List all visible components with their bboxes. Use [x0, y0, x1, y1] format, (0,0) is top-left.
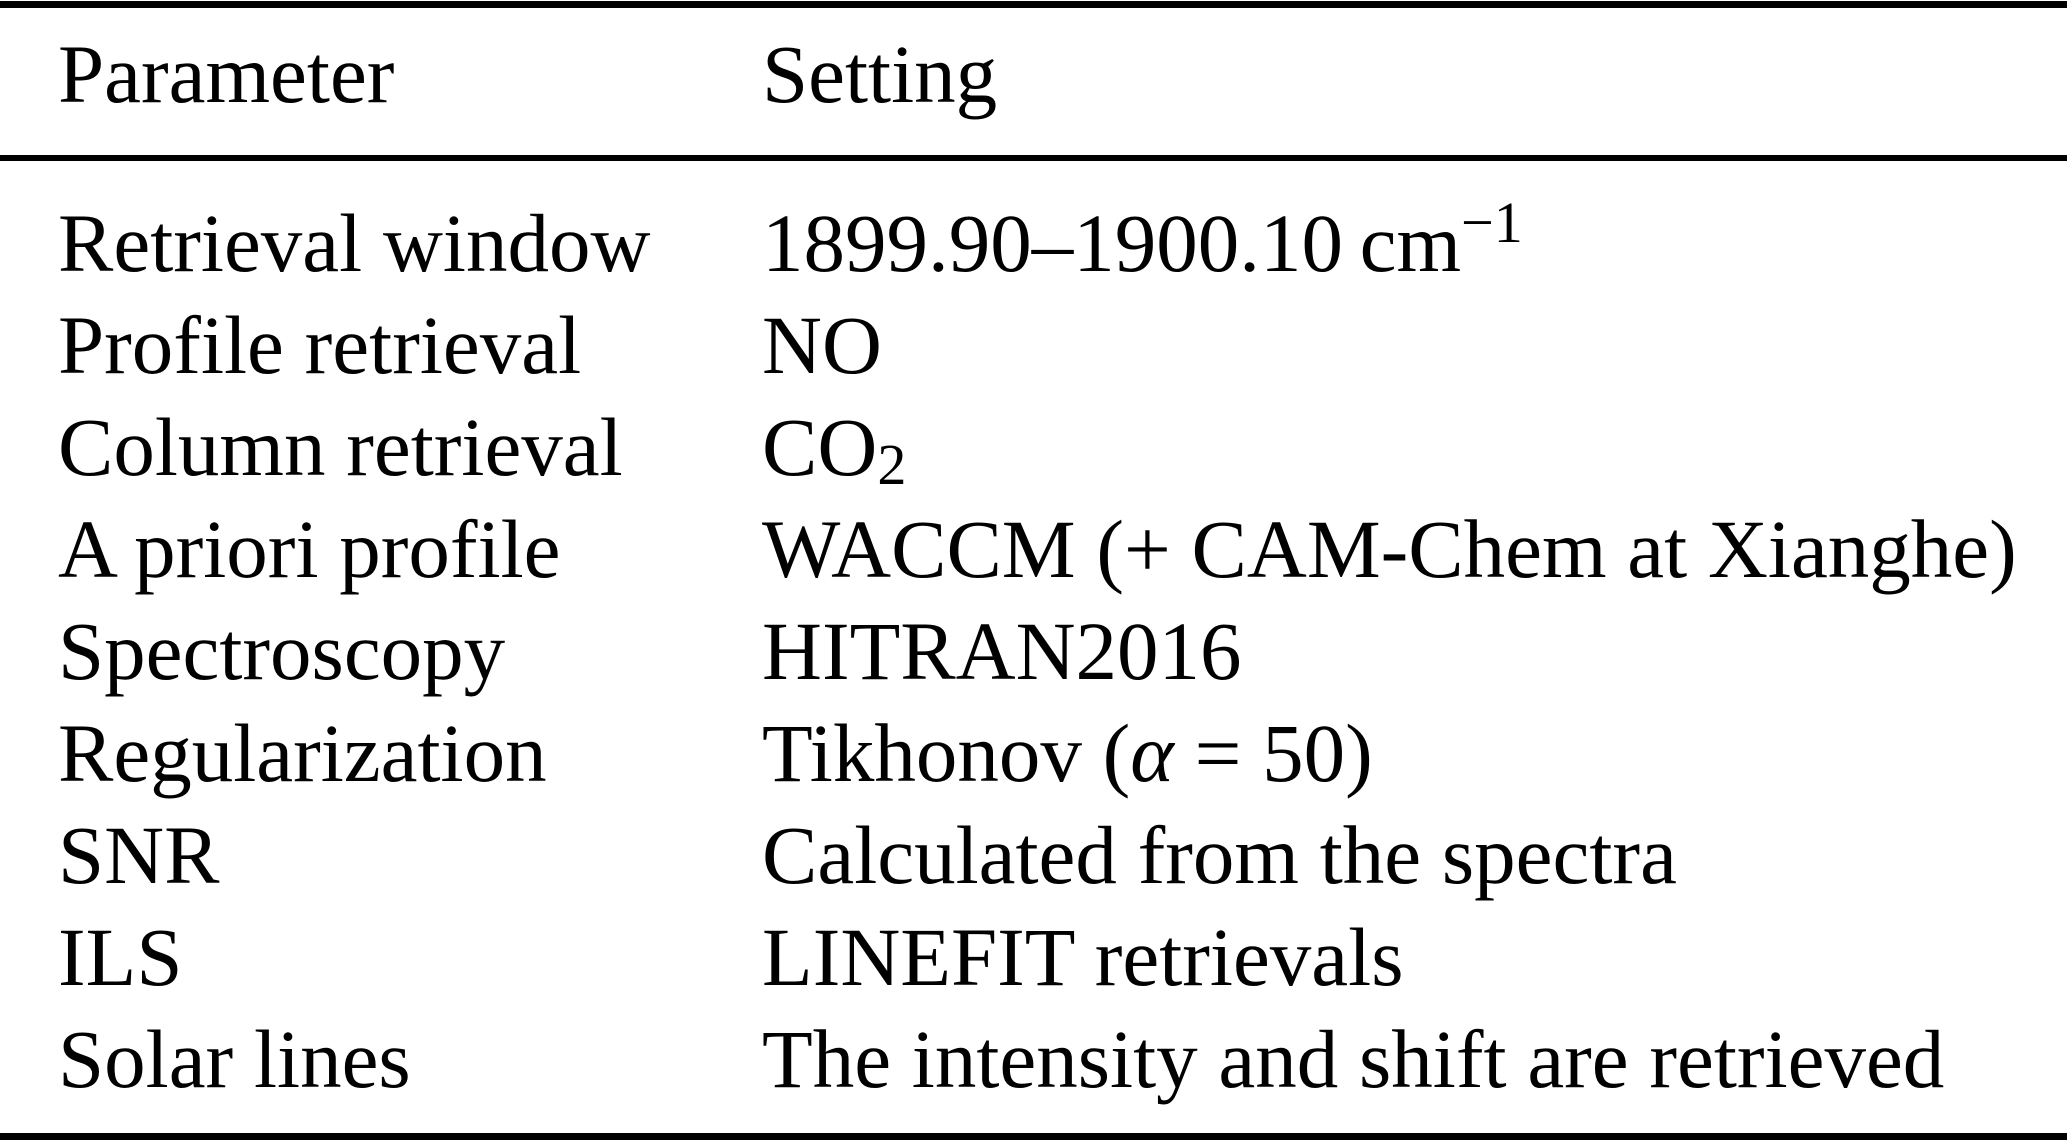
setting-segment: WACCM (+ CAM-Chem at Xianghe) — [762, 503, 2017, 595]
table-row: SNR Calculated from the spectra — [0, 804, 2067, 906]
parameter-cell: Column retrieval — [58, 401, 623, 493]
table-top-rule — [0, 1, 2067, 8]
parameter-cell: A priori profile — [58, 503, 561, 595]
setting-segment: α — [1130, 707, 1174, 799]
table-row: Solar lines The intensity and shift are r… — [0, 1008, 2067, 1110]
table-row: ILS LINEFIT retrievals — [0, 906, 2067, 1008]
setting-cell: LINEFIT retrievals — [762, 906, 2067, 1008]
table-row: Regularization Tikhonov (α = 50) — [0, 702, 2067, 804]
parameter-cell: Profile retrieval — [58, 299, 582, 391]
setting-cell: WACCM (+ CAM-Chem at Xianghe) — [762, 498, 2067, 600]
table-bottom-rule — [0, 1133, 2067, 1140]
table-body: Retrieval window 1899.90–1900.10 cm−1 Prof… — [0, 192, 2067, 1110]
parameter-cell: SNR — [58, 809, 220, 901]
setting-segment: = 50) — [1173, 707, 1373, 799]
setting-segment: NO — [762, 299, 882, 391]
setting-segment: LINEFIT retrievals — [762, 911, 1404, 1003]
setting-cell: 1899.90–1900.10 cm−1 — [762, 192, 2067, 294]
table-header-rule — [0, 155, 2067, 161]
parameter-cell: Solar lines — [58, 1013, 411, 1105]
parameter-cell: Regularization — [58, 707, 547, 799]
setting-segment: The intensity and shift are retrieved — [762, 1013, 1945, 1105]
setting-segment: 1899.90–1900.10 cm — [762, 197, 1462, 289]
table-header-row: Parameter Setting — [0, 23, 2067, 125]
table-row: Column retrieval CO2 — [0, 396, 2067, 498]
setting-segment: 2 — [877, 431, 907, 497]
setting-cell: HITRAN2016 — [762, 600, 2067, 702]
table-row: Profile retrieval NO — [0, 294, 2067, 396]
setting-cell: The intensity and shift are retrieved — [762, 1008, 2067, 1110]
setting-cell: Calculated from the spectra — [762, 804, 2067, 906]
table-row: Retrieval window 1899.90–1900.10 cm−1 — [0, 192, 2067, 294]
setting-cell: NO — [762, 294, 2067, 396]
setting-cell: Tikhonov (α = 50) — [762, 702, 2067, 804]
column-header-setting: Setting — [762, 28, 998, 120]
setting-segment: −1 — [1461, 189, 1523, 255]
parameter-cell: Retrieval window — [58, 197, 651, 289]
table-row: Spectroscopy HITRAN2016 — [0, 600, 2067, 702]
setting-segment: CO — [762, 401, 878, 493]
parameter-cell: Spectroscopy — [58, 605, 506, 697]
setting-cell: CO2 — [762, 396, 2067, 498]
setting-segment: Calculated from the spectra — [762, 809, 1677, 901]
setting-segment: HITRAN2016 — [762, 605, 1242, 697]
parameter-cell: ILS — [58, 911, 183, 1003]
column-header-parameter: Parameter — [58, 28, 395, 120]
table-row: A priori profile WACCM (+ CAM-Chem at Xia… — [0, 498, 2067, 600]
setting-segment: Tikhonov ( — [762, 707, 1131, 799]
